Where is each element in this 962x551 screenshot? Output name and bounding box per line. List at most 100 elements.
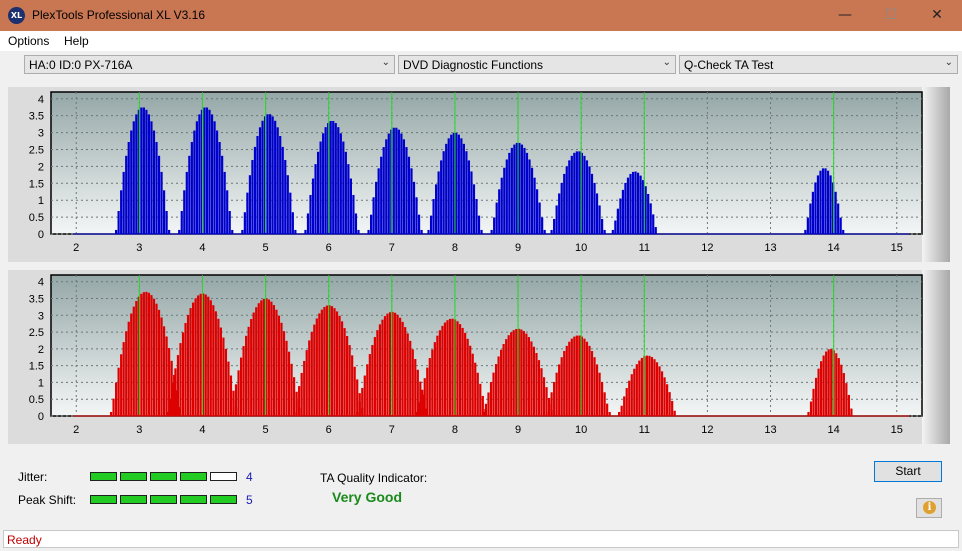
histogram-bar <box>481 395 484 416</box>
histogram-bar <box>343 328 346 416</box>
y-tick-label: 0.5 <box>29 212 44 224</box>
histogram-bar <box>842 229 845 234</box>
minimize-button[interactable]: — <box>838 7 852 23</box>
histogram-bar <box>270 301 273 416</box>
histogram-bar <box>515 142 518 234</box>
histogram-bar <box>639 175 642 234</box>
histogram-bar <box>807 411 810 416</box>
histogram-bar <box>194 298 197 416</box>
histogram-bar <box>310 331 313 416</box>
histogram-bar <box>241 229 244 234</box>
drive-select-value: HA:0 ID:0 PX-716A <box>29 58 133 72</box>
info-button[interactable]: i <box>916 498 942 518</box>
histogram-bar <box>558 364 561 416</box>
histogram-bar <box>464 332 467 416</box>
histogram-bar <box>290 363 293 416</box>
histogram-bar <box>396 314 399 416</box>
drive-select[interactable]: HA:0 ID:0 PX-716A ⌄ <box>24 55 395 74</box>
menu-help[interactable]: Help <box>64 34 89 48</box>
histogram-bar <box>363 375 366 416</box>
histogram-bar <box>503 167 506 234</box>
histogram-bar <box>267 299 270 416</box>
histogram-bar <box>204 294 207 416</box>
histogram-bar <box>565 345 568 416</box>
histogram-bar <box>275 309 278 416</box>
histogram-bar <box>199 293 202 416</box>
histogram-bar <box>525 152 529 234</box>
histogram-bar <box>243 212 246 234</box>
histogram-bar <box>189 308 192 416</box>
histogram-bar <box>137 296 140 416</box>
histogram-bar <box>435 184 438 234</box>
start-button[interactable]: Start <box>874 461 942 482</box>
histogram-bar <box>178 229 181 234</box>
histogram-bar <box>606 403 609 416</box>
histogram-bar <box>185 171 188 234</box>
histogram-bar <box>311 178 315 234</box>
x-tick-label: 11 <box>639 242 650 254</box>
histogram-bar <box>666 384 669 416</box>
histogram-bar <box>441 325 444 416</box>
histogram-bar <box>248 175 252 234</box>
histogram-bar <box>411 349 414 416</box>
histogram-bar <box>472 184 476 234</box>
title-bar: XL PlexTools Professional XL V3.16 — ☐ ✕ <box>0 0 962 31</box>
x-tick-label: 2 <box>73 242 79 254</box>
histogram-bar <box>287 351 291 416</box>
peak-meter-cell <box>90 495 117 504</box>
histogram-bar <box>271 116 274 234</box>
x-tick-label: 2 <box>73 424 79 436</box>
histogram-bar <box>502 343 505 416</box>
histogram-bar <box>418 402 421 416</box>
test-select[interactable]: Q-Check TA Test ⌄ <box>679 55 958 74</box>
histogram-bar <box>247 326 250 416</box>
histogram-bar <box>272 305 275 416</box>
histogram-bar <box>222 337 225 416</box>
histogram-bar <box>377 168 380 234</box>
histogram-bar <box>322 133 325 234</box>
status-text: Ready <box>7 533 42 547</box>
histogram-bar <box>255 307 258 416</box>
y-tick-label: 3.5 <box>29 294 44 306</box>
histogram-bar <box>168 229 171 234</box>
histogram-bar <box>568 160 571 234</box>
histogram-bar <box>173 374 176 416</box>
histogram-bar <box>660 371 664 416</box>
close-button[interactable]: ✕ <box>931 7 943 23</box>
histogram-bar <box>629 173 632 234</box>
function-select[interactable]: DVD Diagnostic Functions ⌄ <box>398 55 676 74</box>
histogram-bar <box>351 355 354 416</box>
maximize-button[interactable]: ☐ <box>884 7 898 23</box>
histogram-bar <box>827 349 830 416</box>
y-tick-label: 0 <box>38 229 44 241</box>
histogram-bar <box>245 335 248 416</box>
histogram-bar <box>598 372 601 416</box>
histogram-bar <box>262 298 265 416</box>
histogram-bar <box>176 355 180 416</box>
histogram-bar <box>570 338 573 416</box>
histogram-bar <box>495 202 498 234</box>
histogram-bar <box>811 191 815 234</box>
y-tick-label: 2.5 <box>29 327 44 339</box>
menu-options[interactable]: Options <box>8 34 50 48</box>
histogram-bar <box>205 107 209 234</box>
histogram-bar <box>373 337 376 416</box>
histogram-bar <box>820 361 823 416</box>
histogram-bar <box>580 152 584 234</box>
histogram-bar <box>819 170 822 234</box>
x-tick-label: 4 <box>199 242 205 254</box>
histogram-bar <box>476 372 479 416</box>
histogram-bar <box>303 360 306 416</box>
histogram-bar <box>339 133 342 234</box>
histogram-bar <box>603 392 606 416</box>
histogram-bar <box>850 408 853 416</box>
x-tick-label: 12 <box>701 242 713 254</box>
histogram-bar <box>166 411 169 416</box>
histogram-bar <box>420 229 423 234</box>
histogram-bar <box>147 114 151 234</box>
histogram-bar <box>140 107 143 234</box>
histogram-bar <box>834 191 837 234</box>
histogram-bar <box>212 305 215 416</box>
histogram-bar <box>530 167 534 234</box>
histogram-bar <box>614 220 617 234</box>
